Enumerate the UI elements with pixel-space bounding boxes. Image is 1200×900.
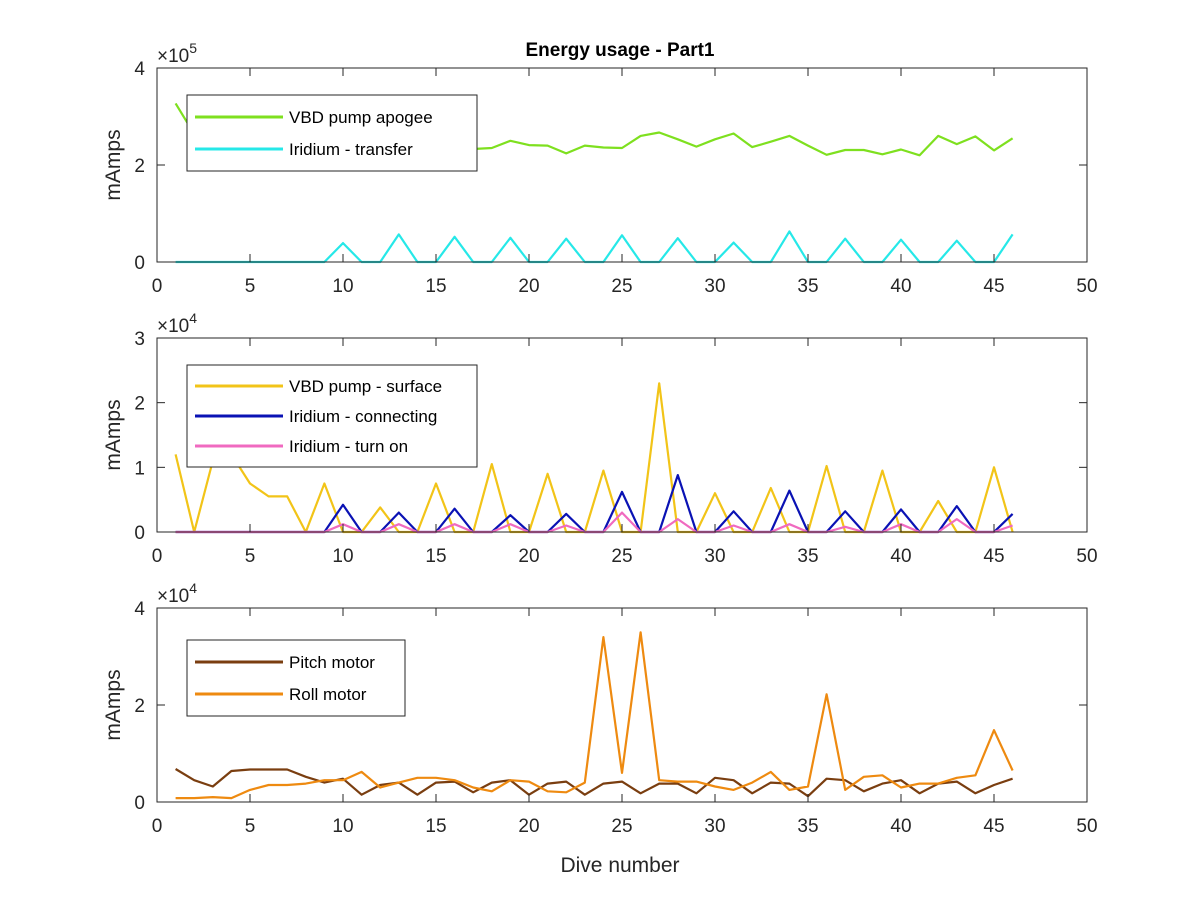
y-tick-label-2-2: 2 — [134, 394, 145, 415]
series-line-3-2 — [175, 631, 1014, 800]
x-tick-label-3-2: 10 — [332, 816, 353, 837]
x-tick-label-3-4: 20 — [518, 816, 539, 837]
x-tick-label-2-10: 50 — [1076, 546, 1097, 567]
x-tick-label-1-4: 20 — [518, 276, 539, 297]
y-tick-label-1-0: 0 — [134, 253, 145, 274]
y-tick-label-3-0: 0 — [134, 793, 145, 814]
y-axis-label-1: mAmps — [102, 129, 125, 200]
legend-label-2-3: Iridium - turn on — [289, 437, 408, 456]
x-tick-label-1-7: 35 — [797, 276, 818, 297]
x-tick-label-1-0: 0 — [152, 276, 163, 297]
legend-3: Pitch motor Roll motor — [186, 639, 406, 717]
y-exponent-power-2: 4 — [189, 310, 197, 326]
legend-box-1 — [186, 94, 478, 172]
x-tick-label-2-4: 20 — [518, 546, 539, 567]
legend-label-2-1: VBD pump - surface — [289, 377, 442, 396]
x-tick-label-1-6: 30 — [704, 276, 725, 297]
series-line-2-1 — [174, 382, 1014, 534]
y-tick-label-2-3: 3 — [134, 329, 145, 350]
x-tick-label-3-6: 30 — [704, 816, 725, 837]
legend-label-3-1: Pitch motor — [289, 653, 375, 672]
x-tick-label-1-2: 10 — [332, 276, 353, 297]
x-tick-label-1-5: 25 — [611, 276, 632, 297]
x-tick-label-2-5: 25 — [611, 546, 632, 567]
y-tick-label-3-1: 2 — [134, 696, 145, 717]
legend-label-2-2: Iridium - connecting — [289, 407, 437, 426]
x-tick-label-1-1: 5 — [245, 276, 256, 297]
x-tick-label-2-1: 5 — [245, 546, 256, 567]
x-tick-label-1-8: 40 — [890, 276, 911, 297]
y-tick-label-2-1: 1 — [134, 458, 145, 479]
legend-label-1-1: VBD pump apogee — [289, 108, 433, 127]
x-tick-label-3-8: 40 — [890, 816, 911, 837]
x-tick-label-3-5: 25 — [611, 816, 632, 837]
x-tick-label-3-9: 45 — [983, 816, 1004, 837]
x-tick-label-2-6: 30 — [704, 546, 725, 567]
legend-label-3-2: Roll motor — [289, 685, 367, 704]
y-tick-label-3-2: 4 — [134, 599, 145, 620]
legend-box-3 — [186, 639, 406, 717]
x-tick-label-3-1: 5 — [245, 816, 256, 837]
legend-2: VBD pump - surface Iridium - connecting Ir… — [186, 364, 478, 468]
x-tick-label-2-0: 0 — [152, 546, 163, 567]
x-tick-label-1-10: 50 — [1076, 276, 1097, 297]
y-exponent-power-1: 5 — [189, 40, 197, 56]
x-tick-label-2-3: 15 — [425, 546, 446, 567]
x-tick-label-3-7: 35 — [797, 816, 818, 837]
y-tick-label-1-1: 2 — [134, 156, 145, 177]
x-tick-label-2-2: 10 — [332, 546, 353, 567]
x-axis-label: Dive number — [560, 854, 679, 877]
x-tick-label-2-7: 35 — [797, 546, 818, 567]
legend-1: VBD pump apogee Iridium - transfer — [186, 94, 478, 172]
y-exponent-power-3: 4 — [189, 580, 197, 596]
x-tick-label-1-9: 45 — [983, 276, 1004, 297]
x-tick-label-3-3: 15 — [425, 816, 446, 837]
x-tick-label-3-10: 50 — [1076, 816, 1097, 837]
legend-label-1-2: Iridium - transfer — [289, 140, 413, 159]
x-tick-label-3-0: 0 — [152, 816, 163, 837]
series-line-3-1 — [175, 768, 1013, 798]
chart-title: Energy usage - Part1 — [525, 40, 714, 61]
y-tick-label-2-0: 0 — [134, 523, 145, 544]
x-tick-label-2-8: 40 — [890, 546, 911, 567]
y-axis-label-3: mAmps — [102, 669, 125, 740]
y-axis-label-2: mAmps — [102, 399, 125, 470]
x-tick-label-2-9: 45 — [983, 546, 1004, 567]
y-tick-label-1-2: 4 — [134, 59, 145, 80]
x-tick-label-1-3: 15 — [425, 276, 446, 297]
